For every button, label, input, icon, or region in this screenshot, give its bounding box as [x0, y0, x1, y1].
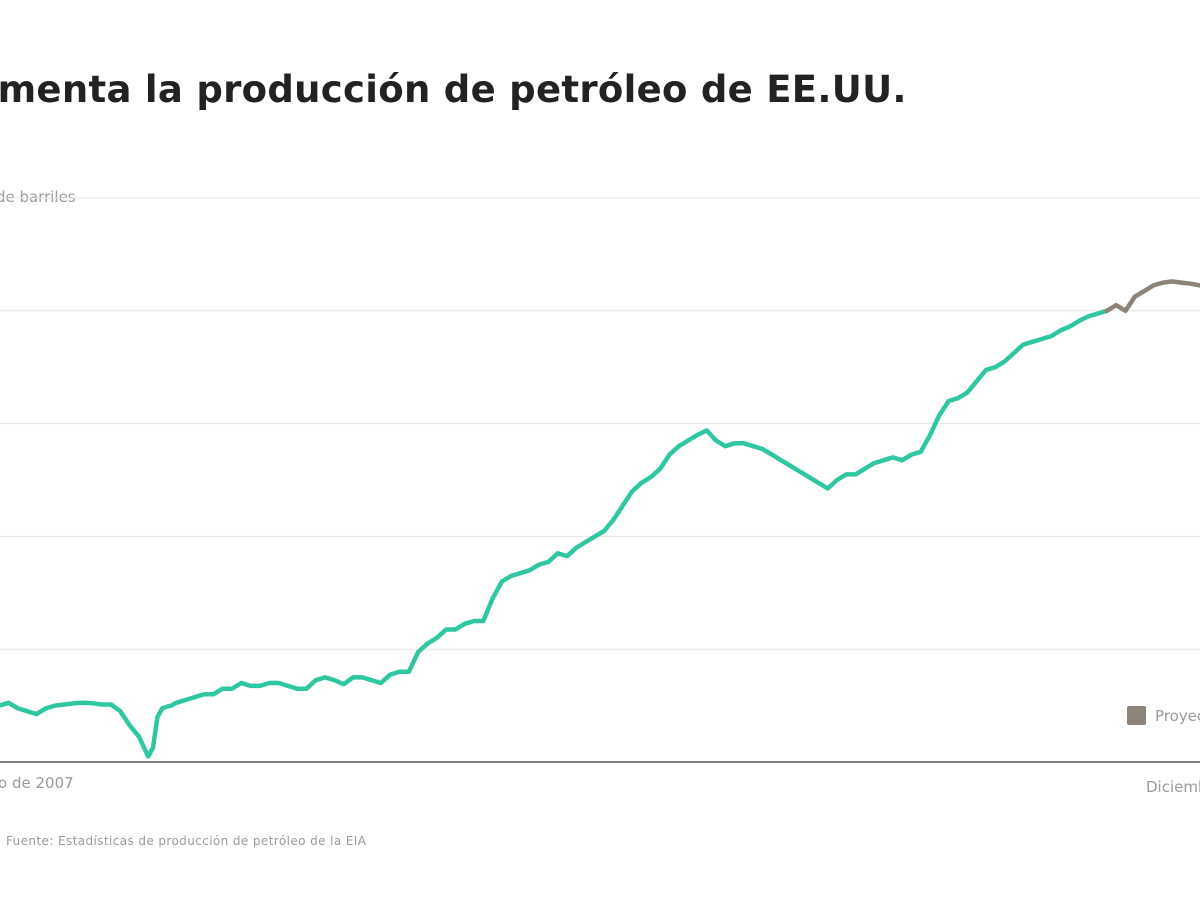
series-line-history [0, 308, 1110, 759]
series-lines [0, 279, 1200, 759]
legend-label-projection: Proyección [1155, 706, 1200, 725]
x-tick-label-start: Enero de 2007 [0, 774, 74, 792]
legend: Proyección [1127, 706, 1200, 725]
chart-title: Aumenta la producción de petróleo de EE.… [0, 68, 907, 111]
source-note: Fuente: Estadísticas de producción de pe… [6, 834, 367, 848]
legend-swatch-projection [1127, 706, 1146, 725]
series-line-projection [1104, 279, 1200, 314]
x-tick-label-end: Diciembre de 2019 [1146, 778, 1200, 796]
gridlines [0, 197, 1200, 650]
y-axis-label: Millones de barriles [0, 188, 76, 206]
